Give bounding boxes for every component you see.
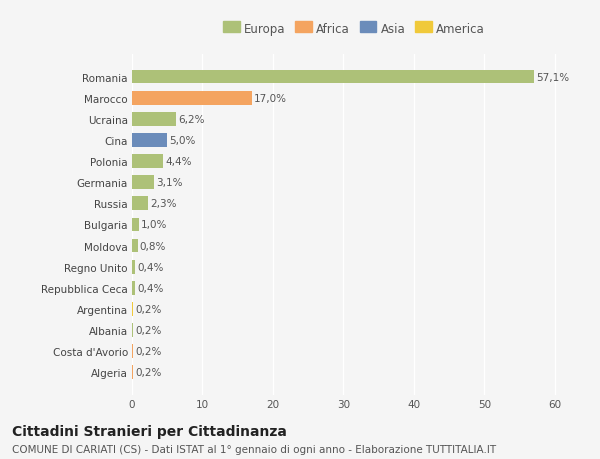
Bar xyxy=(132,155,163,168)
Bar xyxy=(132,366,133,379)
Bar xyxy=(132,176,154,190)
Bar xyxy=(132,239,137,253)
Text: 0,8%: 0,8% xyxy=(140,241,166,251)
Bar xyxy=(132,71,535,84)
Text: 0,2%: 0,2% xyxy=(136,368,162,377)
Text: 5,0%: 5,0% xyxy=(169,135,196,146)
Text: 57,1%: 57,1% xyxy=(536,73,569,82)
Text: 0,2%: 0,2% xyxy=(136,325,162,335)
Bar xyxy=(132,112,176,126)
Bar xyxy=(132,218,139,232)
Text: 0,4%: 0,4% xyxy=(137,262,163,272)
Text: 6,2%: 6,2% xyxy=(178,115,205,124)
Text: Cittadini Stranieri per Cittadinanza: Cittadini Stranieri per Cittadinanza xyxy=(12,425,287,438)
Bar xyxy=(132,92,252,105)
Text: 2,3%: 2,3% xyxy=(151,199,177,209)
Text: 0,4%: 0,4% xyxy=(137,283,163,293)
Bar xyxy=(132,281,135,295)
Bar xyxy=(132,197,148,211)
Bar xyxy=(132,324,133,337)
Text: 3,1%: 3,1% xyxy=(156,178,182,188)
Bar xyxy=(132,345,133,358)
Text: 4,4%: 4,4% xyxy=(165,157,191,167)
Legend: Europa, Africa, Asia, America: Europa, Africa, Asia, America xyxy=(221,20,487,38)
Text: 0,2%: 0,2% xyxy=(136,347,162,356)
Bar xyxy=(132,260,135,274)
Text: COMUNE DI CARIATI (CS) - Dati ISTAT al 1° gennaio di ogni anno - Elaborazione TU: COMUNE DI CARIATI (CS) - Dati ISTAT al 1… xyxy=(12,444,496,454)
Bar xyxy=(132,134,167,147)
Text: 0,2%: 0,2% xyxy=(136,304,162,314)
Text: 17,0%: 17,0% xyxy=(254,94,287,103)
Bar xyxy=(132,302,133,316)
Text: 1,0%: 1,0% xyxy=(141,220,167,230)
